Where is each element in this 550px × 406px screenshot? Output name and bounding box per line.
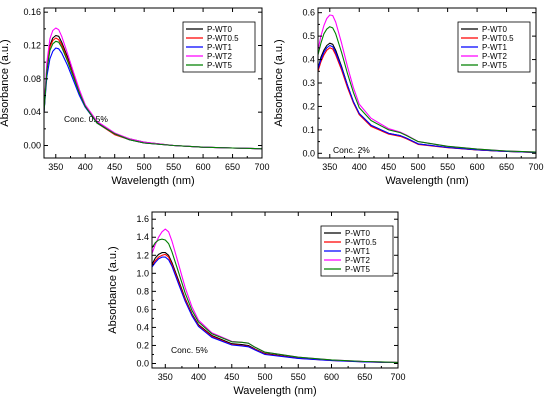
x-tick-label: 550 bbox=[440, 162, 455, 172]
x-axis-label: Wavelength (nm) bbox=[233, 385, 316, 397]
legend-label: P-WT5 bbox=[207, 61, 232, 70]
x-axis-label: Wavelength (nm) bbox=[111, 175, 194, 187]
legend-label: P-WT0 bbox=[482, 25, 507, 34]
series-line-5 bbox=[152, 238, 398, 363]
x-tick-label: 700 bbox=[254, 162, 269, 172]
legend-label: P-WT2 bbox=[207, 52, 232, 61]
y-tick-label: 0.16 bbox=[23, 7, 41, 17]
legend-label: P-WT1 bbox=[482, 43, 507, 52]
x-tick-label: 600 bbox=[470, 162, 485, 172]
x-tick-label: 700 bbox=[528, 162, 543, 172]
x-tick-label: 600 bbox=[324, 372, 339, 382]
x-tick-label: 350 bbox=[48, 162, 63, 172]
y-tick-label: 0.1 bbox=[302, 125, 315, 135]
y-axis-label: Absorbance (a.u.) bbox=[0, 39, 11, 126]
x-tick-label: 650 bbox=[499, 162, 514, 172]
series-line-3 bbox=[318, 44, 536, 153]
x-tick-label: 400 bbox=[352, 162, 367, 172]
x-tick-label: 550 bbox=[166, 162, 181, 172]
legend-label: P-WT1 bbox=[345, 247, 370, 256]
legend-label: P-WT1 bbox=[207, 43, 232, 52]
legend-label: P-WT2 bbox=[345, 256, 370, 265]
chart-panel-3: 350 400 450 500 550 600 650 700 0.0 0.2 0.4 0.6 0.8 1… bbox=[107, 211, 406, 397]
y-tick-label: 0.04 bbox=[23, 107, 41, 117]
legend-label: P-WT0.5 bbox=[345, 238, 377, 247]
x-tick-label: 400 bbox=[191, 372, 206, 382]
legend-label: P-WT2 bbox=[482, 52, 507, 61]
series-line-5 bbox=[44, 40, 262, 150]
y-axis-label: Absorbance (a.u.) bbox=[107, 246, 119, 333]
y-axis-label: Absorbance (a.u.) bbox=[273, 39, 285, 126]
x-tick-label: 350 bbox=[158, 372, 173, 382]
x-tick-label: 500 bbox=[137, 162, 152, 172]
plot-frame bbox=[151, 211, 399, 369]
y-tick-label: 0.3 bbox=[302, 78, 315, 88]
y-tick-label: 0.5 bbox=[302, 31, 315, 41]
x-tick-label: 450 bbox=[381, 162, 396, 172]
x-tick-label: 500 bbox=[258, 372, 273, 382]
x-tick-label: 450 bbox=[224, 372, 239, 382]
x-tick-label: 650 bbox=[225, 162, 240, 172]
x-tick-label: 650 bbox=[357, 372, 372, 382]
legend-label: P-WT5 bbox=[345, 265, 370, 274]
x-tick-label: 450 bbox=[107, 162, 122, 172]
x-tick-label: 400 bbox=[78, 162, 93, 172]
legend-label: P-WT5 bbox=[482, 61, 507, 70]
y-tick-label: 0.6 bbox=[302, 8, 315, 18]
plot-frame bbox=[43, 7, 263, 159]
series-line-3 bbox=[152, 256, 398, 364]
concentration-annotation: Conc. 2% bbox=[333, 145, 370, 155]
y-tick-label: 0.0 bbox=[136, 358, 149, 368]
x-tick-label: 600 bbox=[196, 162, 211, 172]
y-tick-label: 0.6 bbox=[136, 304, 149, 314]
legend-label: P-WT0.5 bbox=[207, 34, 239, 43]
y-tick-label: 1.2 bbox=[136, 250, 149, 260]
y-tick-label: 0.2 bbox=[302, 101, 315, 111]
legend-label: P-WT0.5 bbox=[482, 34, 514, 43]
x-tick-label: 350 bbox=[322, 162, 337, 172]
x-axis-label: Wavelength (nm) bbox=[385, 175, 468, 187]
legend-label: P-WT0 bbox=[345, 229, 370, 238]
y-tick-label: 0.8 bbox=[136, 286, 149, 296]
y-tick-label: 1.6 bbox=[136, 214, 149, 224]
x-tick-label: 550 bbox=[291, 372, 306, 382]
x-tick-label: 500 bbox=[411, 162, 426, 172]
y-tick-label: 0.2 bbox=[136, 340, 149, 350]
concentration-annotation: Conc. 0.5% bbox=[64, 114, 108, 124]
y-tick-label: 0.00 bbox=[23, 141, 41, 151]
series-line-5 bbox=[318, 26, 536, 153]
y-tick-label: 1.0 bbox=[136, 268, 149, 278]
x-tick-label: 700 bbox=[390, 372, 405, 382]
y-tick-label: 0.0 bbox=[302, 148, 315, 158]
legend-label: P-WT0 bbox=[207, 25, 232, 34]
y-tick-label: 0.08 bbox=[23, 74, 41, 84]
chart-panel-2: 350 400 450 500 550 600 650 700 0.0 0.1 0.2 0.3 0.4 0… bbox=[273, 7, 544, 187]
y-tick-label: 0.12 bbox=[23, 41, 41, 51]
y-tick-label: 0.4 bbox=[136, 322, 149, 332]
y-tick-label: 1.4 bbox=[136, 232, 149, 242]
y-tick-label: 0.4 bbox=[302, 55, 315, 65]
chart-panel-1: 350 400 450 500 550 600 650 700 0.00 0.04 0.08 0.12… bbox=[0, 7, 270, 187]
concentration-annotation: Conc. 5% bbox=[171, 345, 208, 355]
